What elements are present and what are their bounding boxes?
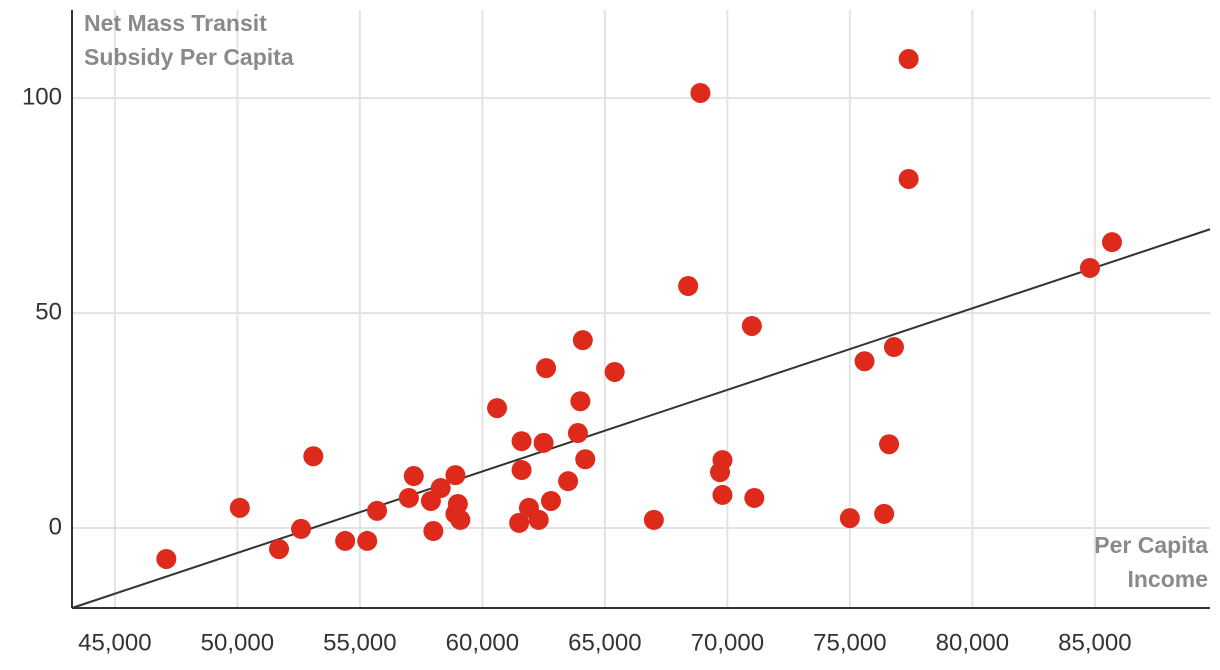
point [898,168,919,189]
point [357,530,378,551]
point [269,539,290,560]
x-tick-label: 50,000 [201,629,274,656]
y-axis-label: Net Mass Transit Subsidy Per Capita [84,10,294,70]
point [1079,257,1100,278]
x-axis-label: Per Capita Income [1094,532,1208,592]
point [450,509,471,530]
point [643,509,664,530]
point [874,503,895,524]
y-tick-label: 100 [22,83,62,110]
point [604,361,625,382]
point [430,478,451,499]
point [533,432,554,453]
point [883,337,904,358]
point [575,449,596,470]
point [423,521,444,542]
point [567,423,588,444]
point [398,487,419,508]
point [511,460,532,480]
point [712,484,733,505]
point [540,490,561,511]
point [291,518,312,539]
point [570,391,591,412]
point [712,450,733,471]
point [229,497,250,518]
point [854,351,875,372]
point [509,512,530,533]
x-tick-label: 55,000 [323,629,396,656]
y-tick-label: 50 [35,298,62,325]
point [1102,232,1123,253]
point [572,330,593,351]
point [447,493,468,514]
x-tick-label: 65,000 [568,629,641,656]
trend-line [71,228,1211,609]
point [528,509,549,530]
point [678,276,699,296]
point [536,358,557,379]
y-tick-label: 0 [49,513,62,540]
x-tick-label: 80,000 [936,629,1009,656]
x-tick-label: 85,000 [1058,629,1131,656]
point [741,315,762,336]
point [403,466,424,487]
point [367,500,388,521]
point [156,548,177,569]
point [898,49,919,70]
point [445,465,466,486]
point [839,508,860,529]
x-tick-label: 45,000 [78,629,151,656]
point [558,471,579,492]
point [744,487,765,508]
point [487,398,508,419]
point [511,431,532,452]
point [879,434,900,455]
x-tick-label: 75,000 [813,629,886,656]
x-tick-label: 70,000 [691,629,764,656]
point [335,530,356,551]
x-tick-label: 60,000 [446,629,519,656]
point [690,82,711,103]
point [303,446,324,467]
